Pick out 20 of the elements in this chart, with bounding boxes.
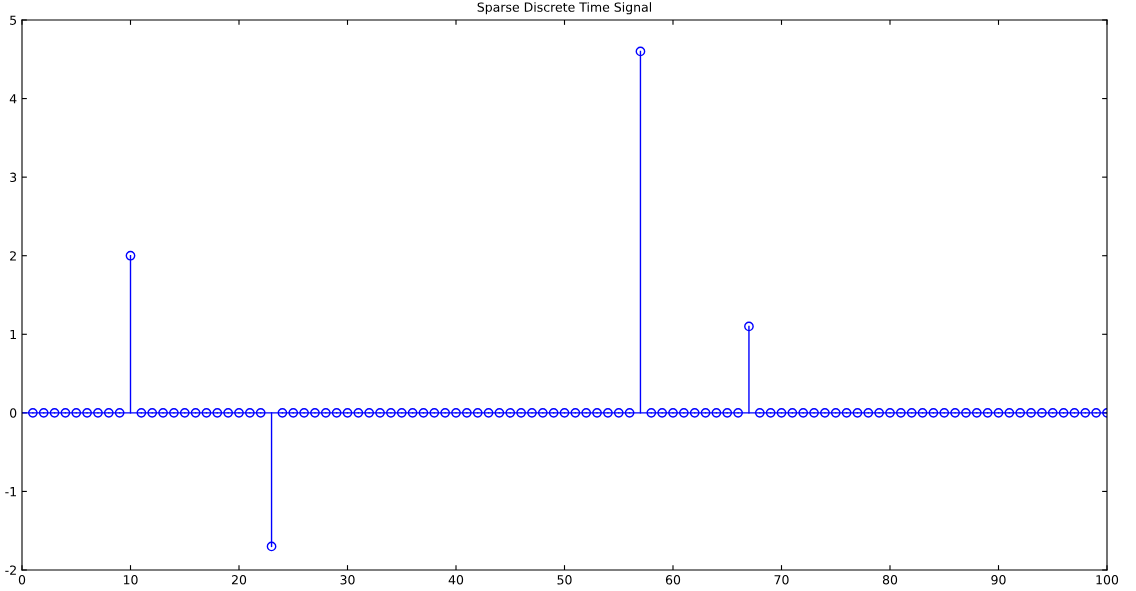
chart-title: Sparse Discrete Time Signal [477, 2, 652, 15]
x-tick-label: 100 [1096, 575, 1119, 585]
x-tick-label: 80 [882, 575, 898, 585]
x-tick-label: 50 [557, 575, 572, 585]
y-tick-label: 1 [10, 329, 16, 340]
x-tick-label: 20 [231, 575, 247, 585]
x-tick-label: 10 [123, 575, 138, 585]
y-tick-label: 4 [9, 94, 17, 104]
x-tick-label: 30 [340, 575, 355, 585]
y-tick-label: -1 [5, 487, 16, 497]
x-tick-label: 0 [18, 575, 26, 585]
y-tick-label: -2 [5, 565, 16, 575]
y-tick-label: 5 [10, 15, 17, 25]
y-tick-label: 3 [10, 172, 17, 183]
y-tick-label: 0 [10, 408, 17, 418]
x-tick-label: 70 [774, 575, 789, 585]
y-tick-label: 2 [10, 251, 16, 261]
x-tick-label: 60 [665, 575, 681, 585]
x-tick-label: 90 [991, 575, 1006, 585]
x-tick-label: 40 [448, 575, 464, 585]
